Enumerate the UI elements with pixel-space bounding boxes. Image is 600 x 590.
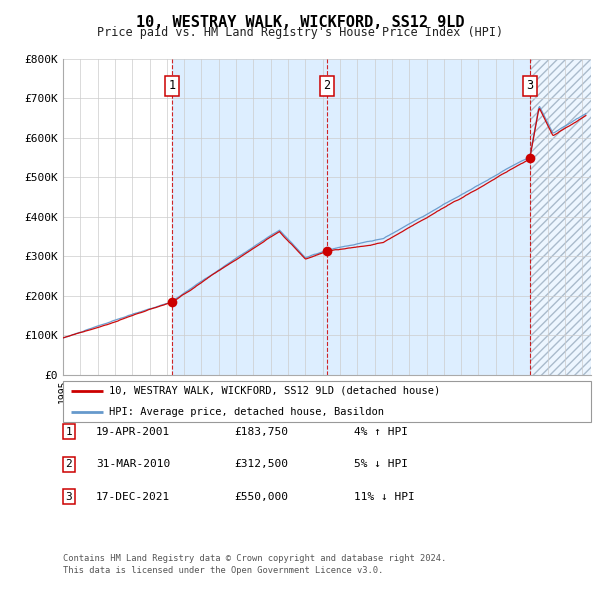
FancyBboxPatch shape (63, 381, 591, 422)
Text: 31-MAR-2010: 31-MAR-2010 (96, 460, 170, 469)
Text: HPI: Average price, detached house, Basildon: HPI: Average price, detached house, Basi… (109, 407, 385, 417)
Text: £550,000: £550,000 (234, 492, 288, 502)
Text: £312,500: £312,500 (234, 460, 288, 469)
Text: 4% ↑ HPI: 4% ↑ HPI (354, 427, 408, 437)
Bar (63, 59, 172, 375)
Text: 11% ↓ HPI: 11% ↓ HPI (354, 492, 415, 502)
Bar (172, 59, 327, 375)
Text: 1: 1 (65, 427, 73, 437)
Text: 10, WESTRAY WALK, WICKFORD, SS12 9LD: 10, WESTRAY WALK, WICKFORD, SS12 9LD (136, 15, 464, 30)
Text: Contains HM Land Registry data © Crown copyright and database right 2024.
This d: Contains HM Land Registry data © Crown c… (63, 555, 446, 575)
Text: 2: 2 (65, 460, 73, 469)
Text: 1: 1 (169, 79, 176, 92)
Bar (327, 59, 530, 375)
Text: 3: 3 (526, 79, 533, 92)
Text: 10, WESTRAY WALK, WICKFORD, SS12 9LD (detached house): 10, WESTRAY WALK, WICKFORD, SS12 9LD (de… (109, 386, 441, 396)
Text: Price paid vs. HM Land Registry's House Price Index (HPI): Price paid vs. HM Land Registry's House … (97, 26, 503, 39)
Bar (530, 59, 591, 375)
Text: 3: 3 (65, 492, 73, 502)
Text: 2: 2 (323, 79, 331, 92)
Bar (530, 59, 591, 375)
Text: 17-DEC-2021: 17-DEC-2021 (96, 492, 170, 502)
Text: 19-APR-2001: 19-APR-2001 (96, 427, 170, 437)
Text: 5% ↓ HPI: 5% ↓ HPI (354, 460, 408, 469)
Text: £183,750: £183,750 (234, 427, 288, 437)
